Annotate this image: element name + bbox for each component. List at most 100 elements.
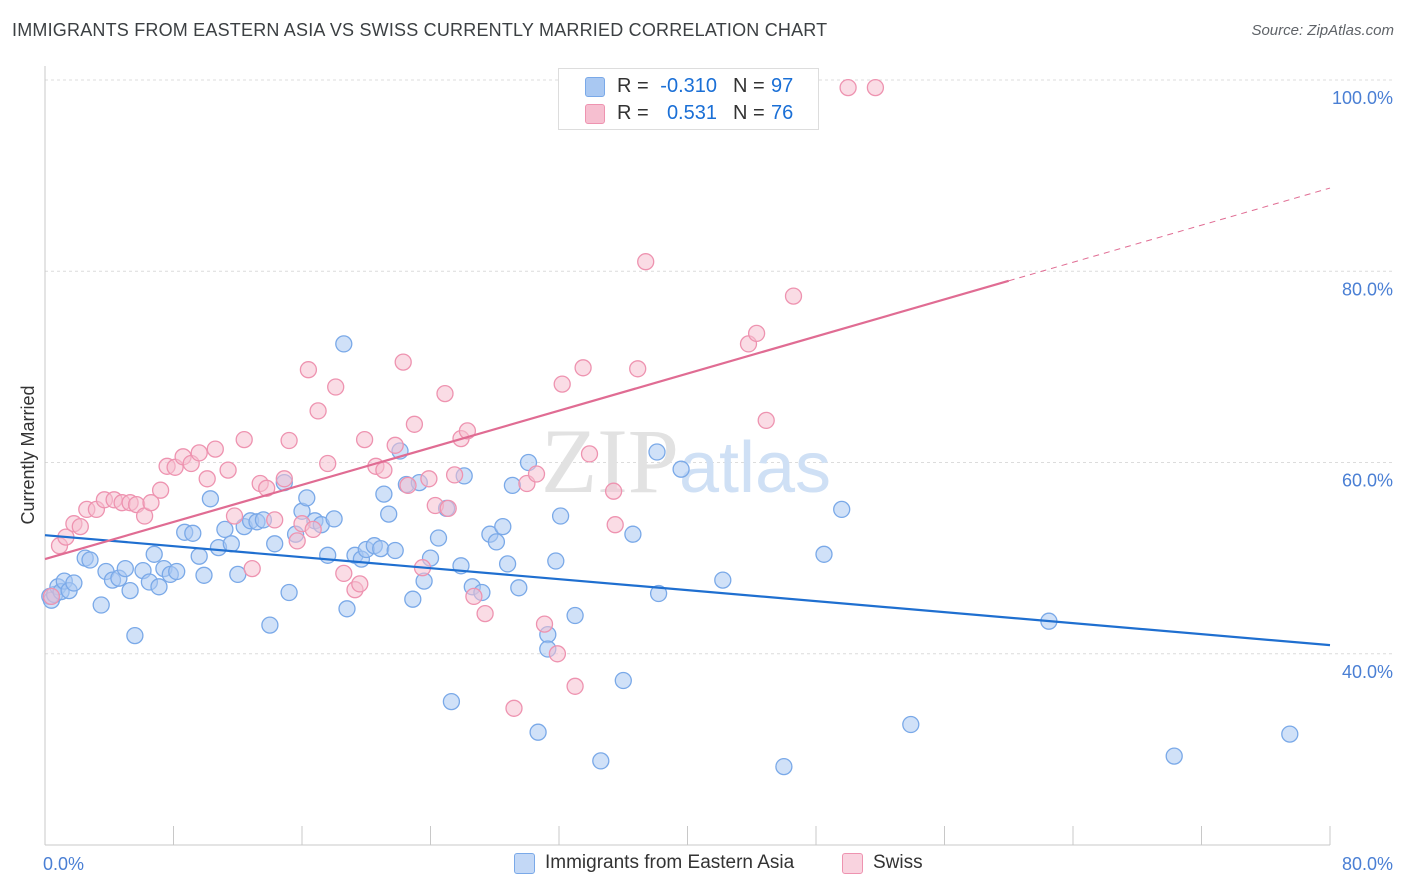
data-point — [92, 596, 110, 614]
data-point — [266, 511, 284, 529]
legend-n-label: N = — [733, 75, 765, 97]
data-point — [503, 476, 522, 495]
legend-n-label: N = — [733, 102, 765, 124]
data-point — [325, 510, 343, 528]
legend-r-label: R = — [617, 102, 649, 124]
data-point — [380, 505, 398, 523]
data-point — [309, 402, 327, 420]
data-point — [198, 470, 216, 488]
data-point — [637, 253, 655, 271]
data-point — [71, 517, 89, 536]
data-point — [145, 545, 163, 563]
legend-label: Immigrants from Eastern Asia — [545, 852, 795, 873]
series-immigrants-from-eastern-asia — [41, 335, 1299, 776]
data-point — [222, 535, 240, 553]
data-point — [168, 562, 186, 581]
data-point — [190, 444, 208, 462]
data-point — [299, 361, 318, 379]
data-point — [494, 517, 512, 536]
data-point — [902, 715, 920, 734]
watermark-atlas: atlas — [679, 428, 831, 508]
data-point — [439, 499, 457, 518]
data-point — [510, 579, 528, 597]
series-swiss — [42, 78, 885, 717]
data-point — [280, 431, 298, 450]
data-point — [714, 571, 732, 589]
series-legend: Immigrants from Eastern Asia Swiss — [0, 852, 1406, 878]
data-point — [351, 575, 369, 593]
chart-source: Source: ZipAtlas.com — [1251, 22, 1394, 39]
data-point — [42, 587, 61, 606]
data-point — [672, 460, 690, 478]
legend-r-value: -0.310 — [660, 75, 717, 97]
data-point — [150, 578, 168, 596]
data-point — [394, 353, 412, 371]
data-point — [815, 545, 833, 563]
data-point — [866, 78, 885, 97]
trend-line-immigrants — [44, 534, 1331, 647]
watermark: ZIPatlas — [541, 410, 831, 512]
data-point — [121, 581, 139, 600]
correlation-legend: R = -0.310 N = 97 R = 0.531 N = 76 — [558, 68, 819, 130]
data-point — [574, 359, 592, 377]
data-point — [624, 525, 642, 543]
data-point — [243, 559, 261, 578]
y-tick-label: 100.0% — [1332, 88, 1393, 108]
data-point — [386, 541, 404, 560]
data-point — [1281, 725, 1299, 743]
data-point — [529, 723, 547, 741]
data-point — [429, 529, 448, 547]
data-point — [775, 757, 793, 776]
x-tick-label-max: 80.0% — [1342, 854, 1393, 874]
data-point — [261, 616, 279, 634]
data-point — [566, 606, 584, 625]
data-point — [1165, 747, 1183, 765]
data-point — [648, 443, 666, 461]
data-point — [225, 507, 244, 525]
data-point — [476, 604, 494, 623]
data-point — [839, 78, 857, 97]
data-point — [614, 671, 632, 690]
data-point — [592, 752, 610, 770]
data-point — [65, 574, 83, 592]
data-point — [487, 533, 506, 551]
data-point — [266, 535, 284, 553]
legend-n-value: 76 — [771, 102, 794, 124]
data-point — [527, 465, 546, 483]
data-point — [498, 555, 517, 573]
data-point — [784, 287, 803, 305]
data-point — [372, 539, 390, 558]
data-point — [375, 461, 393, 479]
axes — [44, 66, 1331, 846]
data-point — [757, 411, 775, 430]
x-tick-label-min: 0.0% — [43, 854, 84, 874]
legend-r-label: R = — [617, 75, 649, 97]
legend-swatch-blue — [585, 77, 605, 97]
trend-line-swiss — [44, 279, 1010, 561]
data-point — [375, 485, 393, 503]
data-point — [304, 520, 322, 539]
trend-lines — [44, 187, 1331, 647]
y-tick-label: 80.0% — [1342, 279, 1393, 299]
legend-swatch-blue — [514, 853, 535, 874]
data-point — [280, 583, 298, 602]
data-point — [629, 360, 647, 378]
data-point — [219, 461, 237, 479]
trend-line-swiss-extension — [1008, 187, 1331, 282]
data-point — [604, 482, 623, 500]
data-point — [319, 454, 337, 473]
data-point — [258, 479, 276, 497]
data-point — [420, 470, 438, 488]
data-point — [436, 384, 454, 403]
data-point — [465, 587, 483, 606]
data-point — [126, 626, 144, 645]
y-tick-label: 40.0% — [1342, 662, 1393, 682]
data-point — [606, 516, 624, 534]
data-point — [298, 489, 316, 507]
data-point — [405, 415, 424, 433]
data-point — [184, 524, 202, 542]
data-point — [535, 615, 554, 633]
data-point — [116, 559, 134, 578]
data-point — [548, 645, 567, 663]
